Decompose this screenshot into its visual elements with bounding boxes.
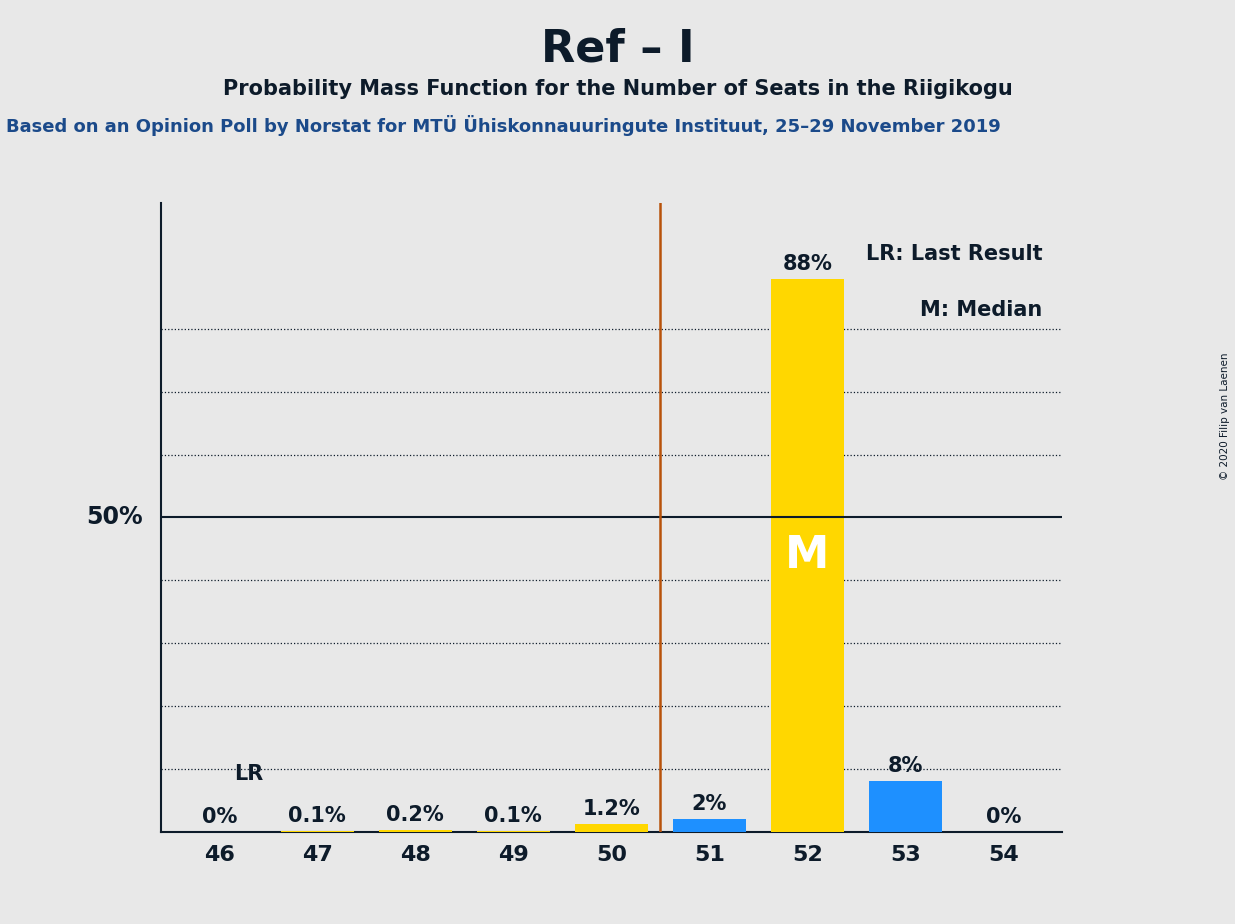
Text: 2%: 2% xyxy=(692,794,727,814)
Bar xyxy=(868,782,942,832)
Text: Based on an Opinion Poll by Norstat for MTÜ Ühiskonnauuringute Instituut, 25–29 : Based on an Opinion Poll by Norstat for … xyxy=(6,116,1000,137)
Text: 50%: 50% xyxy=(86,505,142,529)
Bar xyxy=(771,279,844,832)
Text: 88%: 88% xyxy=(783,254,832,274)
Bar xyxy=(673,819,746,832)
Text: 0.2%: 0.2% xyxy=(387,806,445,825)
Text: Probability Mass Function for the Number of Seats in the Riigikogu: Probability Mass Function for the Number… xyxy=(222,79,1013,99)
Text: M: M xyxy=(785,534,830,577)
Text: 8%: 8% xyxy=(888,757,923,776)
Text: LR: Last Result: LR: Last Result xyxy=(866,244,1042,263)
Text: © 2020 Filip van Laenen: © 2020 Filip van Laenen xyxy=(1220,352,1230,480)
Text: Ref – I: Ref – I xyxy=(541,28,694,71)
Text: 0.1%: 0.1% xyxy=(289,806,346,826)
Bar xyxy=(574,824,648,832)
Bar xyxy=(379,831,452,832)
Text: 0%: 0% xyxy=(201,807,237,827)
Text: 0.1%: 0.1% xyxy=(484,806,542,826)
Text: M: Median: M: Median xyxy=(920,300,1042,320)
Text: 0%: 0% xyxy=(986,807,1021,827)
Text: LR: LR xyxy=(235,764,263,784)
Text: 1.2%: 1.2% xyxy=(583,799,640,819)
